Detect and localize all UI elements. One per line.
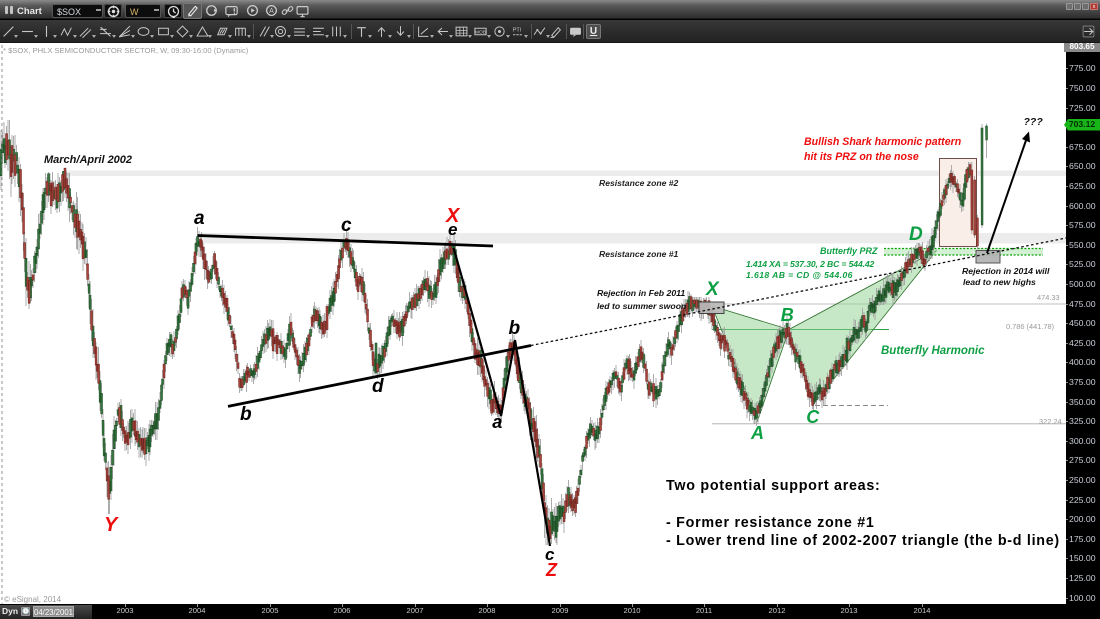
svg-text:PTI: PTI bbox=[513, 28, 521, 34]
svg-text:A: A bbox=[269, 8, 274, 15]
svg-text:MOB: MOB bbox=[475, 29, 486, 35]
